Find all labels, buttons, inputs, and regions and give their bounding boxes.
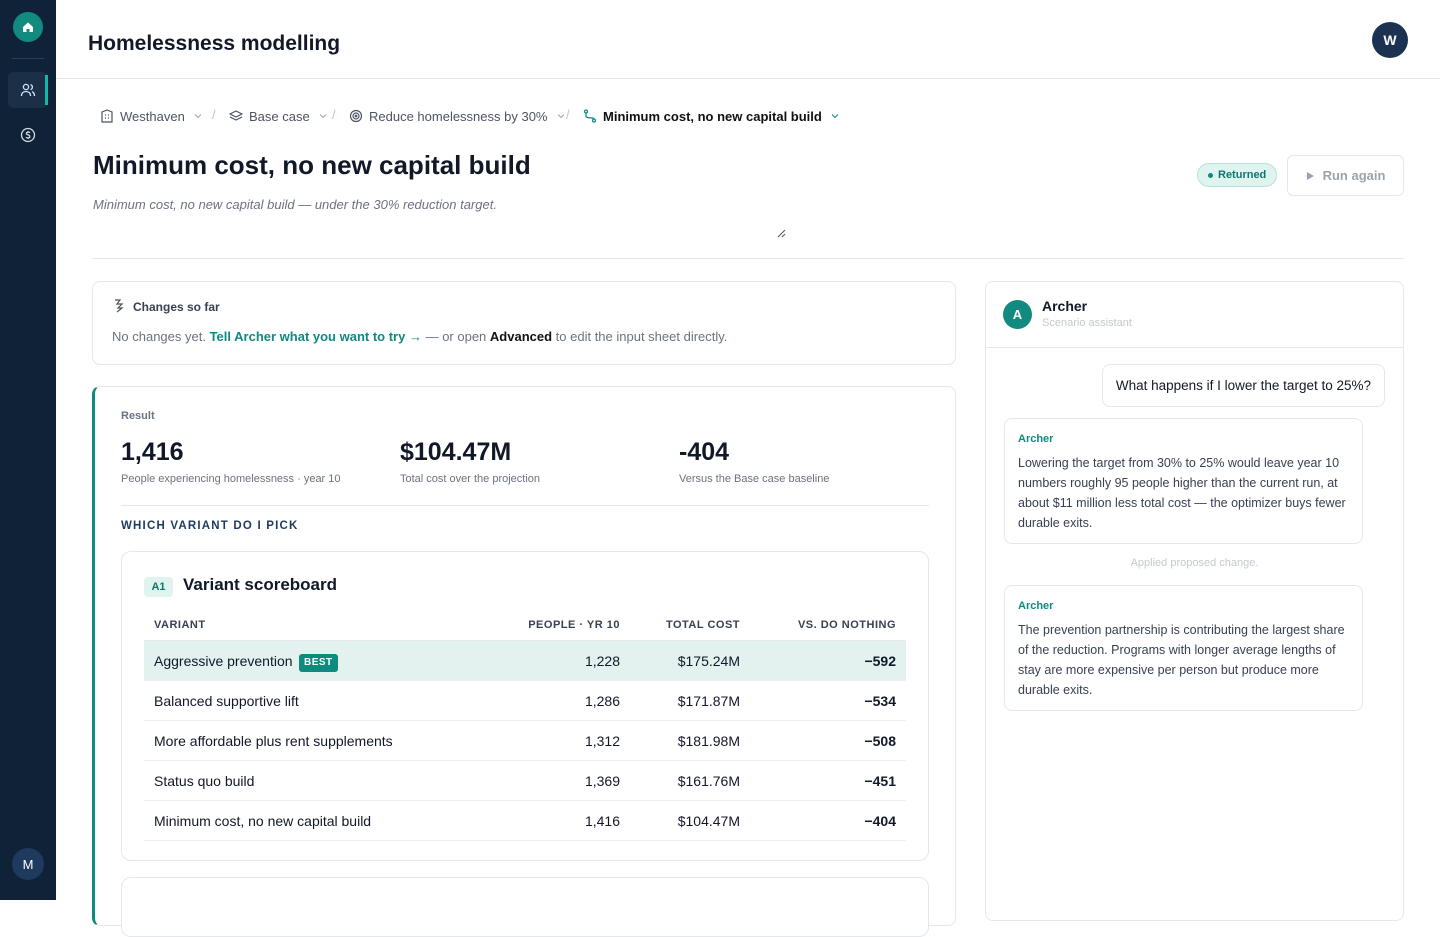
table-row[interactable] <box>144 761 906 801</box>
text: — or open <box>425 329 487 344</box>
table-cell: $104.47M <box>677 813 740 829</box>
table-cell: 1,286 <box>584 693 620 709</box>
tell-archer-link[interactable]: Tell Archer what you want to try → <box>209 329 422 344</box>
header-divider <box>144 640 906 641</box>
message-text: The prevention partnership is contributi… <box>1018 623 1345 697</box>
message-author: Archer <box>1018 433 1054 445</box>
section-badge: A1 <box>144 577 173 597</box>
result-label: Result <box>121 410 155 422</box>
user-avatar[interactable]: M <box>12 848 44 880</box>
breadcrumb[interactable]: Westhaven <box>100 107 202 125</box>
breadcrumb-label: Base case <box>249 108 310 124</box>
breadcrumb[interactable]: Base case <box>229 107 327 125</box>
metric-caption: People experiencing homelessness · year … <box>121 473 341 485</box>
changes-text: No changes yet. Tell Archer what you wan… <box>112 329 727 344</box>
table-cell: −508 <box>864 733 896 749</box>
run-again-label: Run again <box>1322 168 1386 183</box>
sidebar: M <box>0 0 56 900</box>
table-cell: $161.76M <box>677 773 740 789</box>
table-cell: Balanced supportive lift <box>154 693 299 709</box>
assistant-message: Archer The prevention partnership is cont… <box>1004 585 1363 711</box>
separator: / <box>332 107 336 122</box>
resize-handle[interactable] <box>777 229 786 238</box>
advanced-link[interactable]: Advanced <box>489 329 553 344</box>
breadcrumb-label: Reduce homelessness by 30% <box>369 108 548 124</box>
chat-panel: A Archer Scenario assistant What happens… <box>985 281 1404 921</box>
table-row[interactable] <box>144 801 906 841</box>
separator: / <box>566 107 570 122</box>
table-cell: $171.87M <box>677 693 740 709</box>
column-header: VARIANT <box>154 619 206 631</box>
table-row[interactable] <box>144 641 906 681</box>
assistant-name: Archer <box>1042 298 1088 314</box>
table-cell: −451 <box>864 773 896 789</box>
people-nav[interactable] <box>8 72 48 108</box>
app-title: Homelessness modelling <box>88 32 341 55</box>
table-cell: More affordable plus rent supplements <box>154 733 393 749</box>
breadcrumb-label: Westhaven <box>120 108 185 124</box>
changes-card: Changes so far No changes yet. Tell Arch… <box>92 281 956 365</box>
next-card <box>121 877 929 937</box>
metric-value: 1,416 <box>121 438 184 466</box>
table-cell: 1,369 <box>584 773 620 789</box>
table-cell: 1,228 <box>584 653 620 669</box>
table-cell: −592 <box>864 653 896 669</box>
message-text: Lowering the target from 30% to 25% woul… <box>1018 456 1346 530</box>
home-button[interactable] <box>13 12 43 42</box>
changes-title: Changes so far <box>133 300 220 314</box>
text: No changes yet. <box>112 329 206 344</box>
metric-value: $104.47M <box>400 438 512 466</box>
column-header: TOTAL COST <box>665 619 740 631</box>
table-cell: −534 <box>864 693 896 709</box>
cost-nav[interactable] <box>13 120 43 150</box>
scoreboard-title: Variant scoreboard <box>183 575 338 594</box>
user-message: What happens if I lower the target to 25… <box>1101 364 1385 407</box>
table-cell: $175.24M <box>677 653 740 669</box>
table-row[interactable] <box>144 681 906 721</box>
table-cell: Status quo build <box>154 773 255 789</box>
assistant-avatar: A <box>1003 300 1032 329</box>
scenario-description[interactable]: Minimum cost, no new capital build — und… <box>93 197 497 212</box>
table-cell: 1,416 <box>584 813 620 829</box>
table-cell: $181.98M <box>677 733 740 749</box>
metric-caption: Versus the Base case baseline <box>679 473 830 485</box>
table-cell: Minimum cost, no new capital build <box>154 813 372 829</box>
best-badge: BEST <box>299 654 338 672</box>
metric-caption: Total cost over the projection <box>400 473 541 485</box>
message-author: Archer <box>1018 600 1054 612</box>
scenario-title: Minimum cost, no new capital build <box>93 150 531 180</box>
breadcrumb[interactable]: Minimum cost, no new capital build <box>583 107 839 125</box>
metric-value: -404 <box>679 438 730 466</box>
text: to edit the input sheet directly. <box>555 329 728 344</box>
header: Homelessness modelling W <box>56 0 1440 79</box>
section-label: WHICH VARIANT DO I PICK <box>121 520 299 532</box>
scoreboard-card <box>121 551 929 861</box>
assistant-subtitle: Scenario assistant <box>1042 317 1132 329</box>
assistant-message: Archer Lowering the target from 30% to 25… <box>1004 418 1363 544</box>
run-again-button[interactable]: Run again <box>1287 155 1404 196</box>
status-text: Returned <box>1218 169 1267 181</box>
breadcrumb-label: Minimum cost, no new capital build <box>603 108 822 124</box>
system-note: Applied proposed change. <box>1130 557 1259 569</box>
status-pill: Returned <box>1197 163 1278 187</box>
account-avatar[interactable]: W <box>1372 22 1408 58</box>
table-cell: Aggressive prevention <box>154 653 293 669</box>
column-header: VS. DO NOTHING <box>797 619 896 631</box>
table-cell: −404 <box>864 813 896 829</box>
breadcrumb[interactable]: Reduce homelessness by 30% <box>349 107 565 125</box>
table-row[interactable] <box>144 721 906 761</box>
separator: / <box>212 107 216 122</box>
column-header: PEOPLE · YR 10 <box>528 619 620 631</box>
table-cell: 1,312 <box>584 733 620 749</box>
